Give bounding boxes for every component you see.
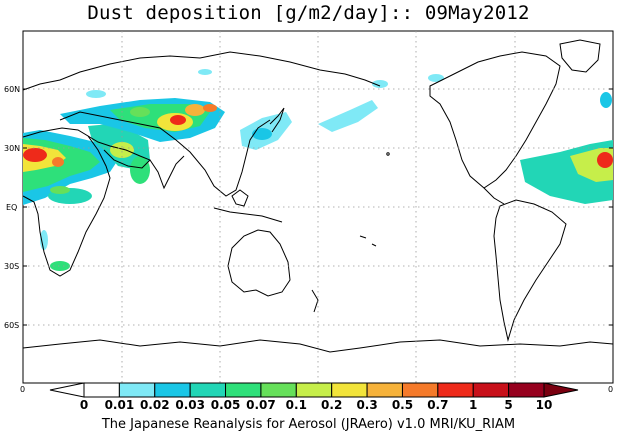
colorbar-label: 0.01 — [105, 398, 135, 412]
coast-south-america — [493, 199, 567, 342]
colorbar-box — [189, 382, 227, 398]
colorbar-label: 0.03 — [175, 398, 205, 412]
colorbar-label: 0.3 — [356, 398, 377, 412]
lon-gridlines — [121, 31, 516, 383]
coast-central-america — [483, 187, 505, 205]
map-title: Dust deposition [g/m2/day]:: 09May2012 — [87, 2, 530, 24]
colorbar-label: 0 — [80, 398, 88, 412]
colorbar-label: 0.5 — [392, 398, 413, 412]
colorbar-label: 0.05 — [211, 398, 241, 412]
coast-indonesia — [213, 207, 283, 223]
colorbar-box — [260, 382, 297, 398]
dust-patch-europe — [86, 90, 106, 98]
dust-patch-atlantic-core — [597, 152, 613, 168]
colorbar-label: 0.07 — [246, 398, 276, 412]
dust-field — [23, 69, 613, 271]
lat-label-60n: 60N — [4, 85, 20, 94]
colorbar-box — [83, 382, 120, 398]
colorbar-label: 1 — [469, 398, 477, 412]
coastlines — [22, 39, 614, 353]
lat-label-30s: 30S — [4, 262, 19, 271]
colorbar-box — [366, 382, 403, 398]
colorbar-overflow-arrow — [543, 382, 579, 398]
dust-patch-gobi — [185, 104, 205, 116]
dust-patch-east-africa — [40, 230, 48, 250]
lat-labels: 60N 30N EQ 30S 60S — [4, 85, 20, 330]
dust-patch-taklimakan-core — [170, 115, 186, 125]
dust-patch-india — [130, 156, 150, 184]
map-footer: The Japanese Reanalysis for Aerosol (JRA… — [101, 417, 516, 432]
coast-hawaii — [386, 152, 390, 156]
dust-patch-sahel-2 — [50, 186, 70, 194]
colorbar-label: 0.1 — [286, 398, 307, 412]
dust-patch-siberia — [198, 69, 212, 75]
dust-patch-kazakh — [130, 107, 150, 117]
coast-antarctica — [22, 339, 614, 353]
lat-label-60s: 60S — [4, 321, 19, 330]
coast-japan — [269, 107, 285, 133]
colorbar-box — [331, 382, 368, 398]
dust-patch-southern-africa — [50, 261, 70, 271]
dust-patch-sahara-core — [23, 148, 47, 162]
lat-ticks — [23, 88, 613, 326]
colorbar-label: 10 — [536, 398, 553, 412]
colorbar-label: 0.7 — [427, 398, 448, 412]
coast-arabia — [87, 135, 151, 169]
dust-patch-pacific-plume — [318, 100, 378, 132]
coast-eurasia-south — [59, 111, 271, 197]
colorbar: 0 0.01 0.02 0.03 0.05 0.07 0.1 0.2 0.3 0.5 0.7 1 5 10 — [49, 382, 579, 412]
colorbar-label: 5 — [504, 398, 512, 412]
colorbar-label: 0.02 — [140, 398, 170, 412]
lon-label-left: 0 — [20, 385, 25, 394]
colorbar-box — [508, 382, 545, 398]
coast-india — [149, 155, 185, 190]
colorbar-box — [437, 382, 474, 398]
colorbar-box — [401, 382, 439, 398]
dust-patch-east-asia-core — [252, 128, 272, 140]
colorbar-box — [472, 382, 510, 398]
coast-borneo — [231, 189, 249, 207]
coast-new-zealand — [311, 289, 319, 313]
colorbar-box — [225, 382, 262, 398]
lat-label-30n: 30N — [4, 144, 20, 153]
coast-greenland — [559, 39, 601, 73]
dust-patch-mongolia — [203, 104, 217, 112]
coast-pacific-islands — [359, 235, 377, 247]
colorbar-box — [154, 382, 191, 398]
dust-patch-iberia — [600, 92, 612, 108]
dust-patch-alaska — [428, 74, 444, 82]
coast-australia — [227, 229, 291, 297]
dust-patch-north-pacific — [372, 80, 388, 88]
colorbar-underflow-arrow — [49, 382, 85, 398]
dust-patch-arabia-core — [110, 142, 134, 158]
coast-africa — [22, 127, 111, 277]
coast-eurasia-north — [22, 51, 381, 91]
dust-patch-sahara-orange — [52, 157, 64, 167]
colorbar-label: 0.2 — [321, 398, 342, 412]
coast-north-america — [429, 51, 561, 189]
colorbar-box — [118, 382, 156, 398]
lon-label-right: 0 — [608, 385, 613, 394]
colorbar-box — [295, 382, 333, 398]
lat-label-eq: EQ — [6, 203, 17, 212]
